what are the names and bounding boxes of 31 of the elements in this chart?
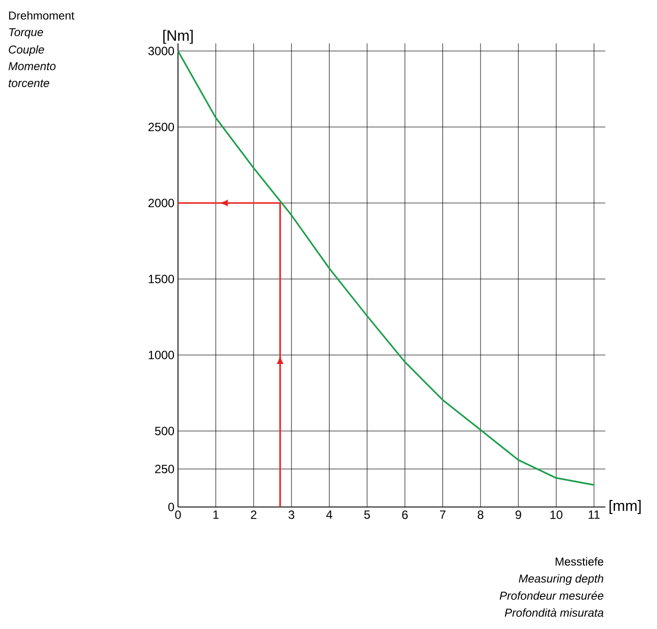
x-tick-label: 2 — [250, 510, 256, 519]
text: Measuring depth — [518, 574, 604, 585]
text: Profondeur mesurée — [500, 591, 604, 600]
y-tick-label: 3000 — [148, 46, 174, 56]
y-tick-label: 0 — [168, 502, 174, 512]
text: Momento torcente — [8, 62, 56, 88]
y-tick-label: 1500 — [148, 274, 174, 284]
x-tick-label: 10 — [550, 510, 562, 519]
text: Couple — [8, 45, 44, 56]
line-series — [177, 50, 595, 486]
x-tick-label: 5 — [364, 510, 370, 519]
x-tick-label: 7 — [440, 510, 446, 519]
x-tick-label: 8 — [478, 510, 484, 519]
x-tick-label: 9 — [516, 510, 522, 519]
y-axis-title: [Nm] — [163, 30, 193, 44]
x-tick-label: 0 — [175, 510, 181, 519]
x-tick-label: 11 — [588, 510, 600, 519]
text: Drehmoment — [9, 11, 74, 20]
x-tick-label: 1 — [213, 510, 219, 519]
x-tick-label: 3 — [288, 510, 294, 519]
y-tick-label: 2500 — [148, 122, 174, 132]
text: Torque — [9, 28, 44, 38]
y-tick-label: 500 — [155, 426, 174, 436]
y-tick-label: 2000 — [148, 198, 174, 208]
x-axis-title: [mm] — [610, 500, 641, 514]
y-tick-label: 250 — [155, 464, 174, 474]
text: Profondità misurata — [504, 608, 604, 617]
x-tick-label: 6 — [402, 510, 408, 519]
y-tick-label: 1000 — [148, 350, 174, 360]
x-tick-label: 4 — [326, 510, 332, 519]
text: Messtiefe — [556, 557, 604, 566]
